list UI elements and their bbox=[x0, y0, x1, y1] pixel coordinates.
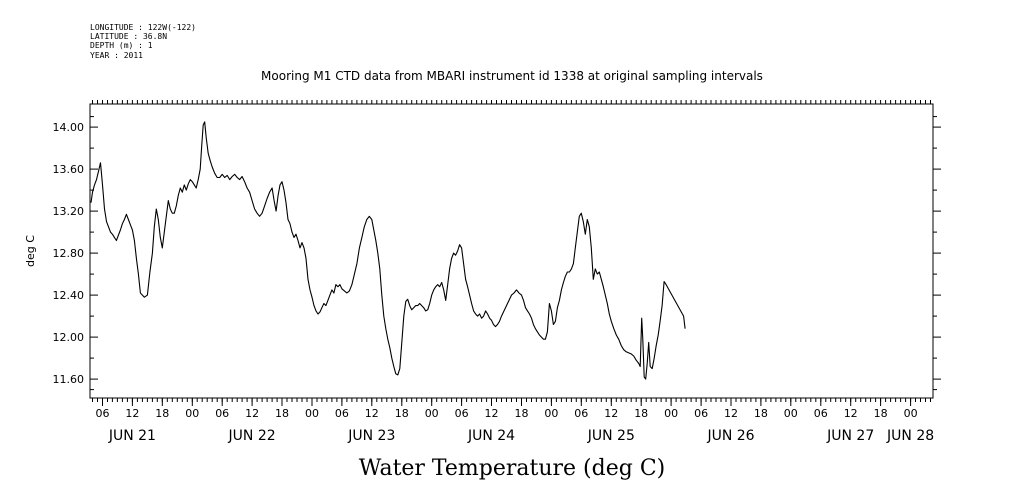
x-minor-ticks bbox=[92, 100, 931, 402]
x-day-label: JUN 21 bbox=[108, 428, 156, 444]
series-group bbox=[90, 121, 686, 380]
x-day-label: JUN 25 bbox=[587, 428, 635, 444]
y-axis-label: deg C bbox=[24, 235, 37, 267]
x-axis-label: Water Temperature (deg C) bbox=[359, 456, 666, 481]
x-hour-label: 12 bbox=[365, 407, 379, 420]
longitude-label: LONGITUDE : 122W(-122) bbox=[90, 23, 196, 32]
x-hour-label: 00 bbox=[544, 407, 558, 420]
metadata-block: LONGITUDE : 122W(-122) LATITUDE : 36.8N … bbox=[90, 23, 196, 60]
x-hour-label: 06 bbox=[694, 407, 708, 420]
x-hour-label: 18 bbox=[515, 407, 529, 420]
x-hour-label: 18 bbox=[395, 407, 409, 420]
y-axis-ticks: 11.60 12.00 12.40 12.80 13.20 13.60 14.00 bbox=[53, 116, 941, 391]
depth-label: DEPTH (m) : 1 bbox=[90, 41, 153, 50]
x-hour-label: 00 bbox=[664, 407, 678, 420]
y-tick-label: 14.00 bbox=[53, 121, 85, 134]
year-label: YEAR : 2011 bbox=[90, 51, 143, 60]
x-axis-ticks: 06 12 18 00 06 12 18 00 06 12 18 00 06 12 18 00 06 12 18 00… bbox=[96, 398, 934, 444]
x-day-label: JUN 27 bbox=[826, 428, 874, 444]
x-hour-label: 06 bbox=[96, 407, 110, 420]
x-hour-label: 12 bbox=[125, 407, 139, 420]
x-hour-label: 00 bbox=[305, 407, 319, 420]
x-hour-label: 12 bbox=[724, 407, 738, 420]
plot-frame bbox=[89, 103, 934, 399]
y-tick-label: 12.00 bbox=[53, 331, 85, 344]
y-tick-label: 13.60 bbox=[53, 163, 85, 176]
y-tick-label: 12.80 bbox=[53, 247, 85, 260]
y-tick-label: 12.40 bbox=[53, 289, 85, 302]
chart-title: Mooring M1 CTD data from MBARI instrumen… bbox=[261, 69, 763, 83]
series-line-water-temperature bbox=[90, 121, 686, 380]
x-hour-label: 12 bbox=[485, 407, 499, 420]
x-day-label: JUN 22 bbox=[228, 428, 276, 444]
x-hour-label: 18 bbox=[155, 407, 169, 420]
x-hour-label: 06 bbox=[455, 407, 469, 420]
x-day-label: JUN 24 bbox=[467, 428, 515, 444]
x-hour-label: 18 bbox=[275, 407, 289, 420]
x-hour-label: 06 bbox=[814, 407, 828, 420]
x-hour-label: 18 bbox=[874, 407, 888, 420]
x-hour-label: 18 bbox=[634, 407, 648, 420]
x-hour-label: 00 bbox=[425, 407, 439, 420]
x-day-label: JUN 28 bbox=[886, 428, 934, 444]
y-tick-label: 13.20 bbox=[53, 205, 85, 218]
x-hour-label: 00 bbox=[904, 407, 918, 420]
x-hour-label: 12 bbox=[245, 407, 259, 420]
y-tick-label: 11.60 bbox=[53, 373, 85, 386]
latitude-label: LATITUDE : 36.8N bbox=[90, 32, 167, 41]
x-hour-label: 18 bbox=[754, 407, 768, 420]
x-hour-label: 12 bbox=[844, 407, 858, 420]
x-hour-label: 12 bbox=[604, 407, 618, 420]
x-hour-label: 06 bbox=[574, 407, 588, 420]
x-hour-label: 06 bbox=[215, 407, 229, 420]
x-day-label: JUN 26 bbox=[706, 428, 754, 444]
x-hour-label: 00 bbox=[185, 407, 199, 420]
x-hour-label: 06 bbox=[335, 407, 349, 420]
x-hour-label: 00 bbox=[784, 407, 798, 420]
x-day-label: JUN 23 bbox=[347, 428, 395, 444]
